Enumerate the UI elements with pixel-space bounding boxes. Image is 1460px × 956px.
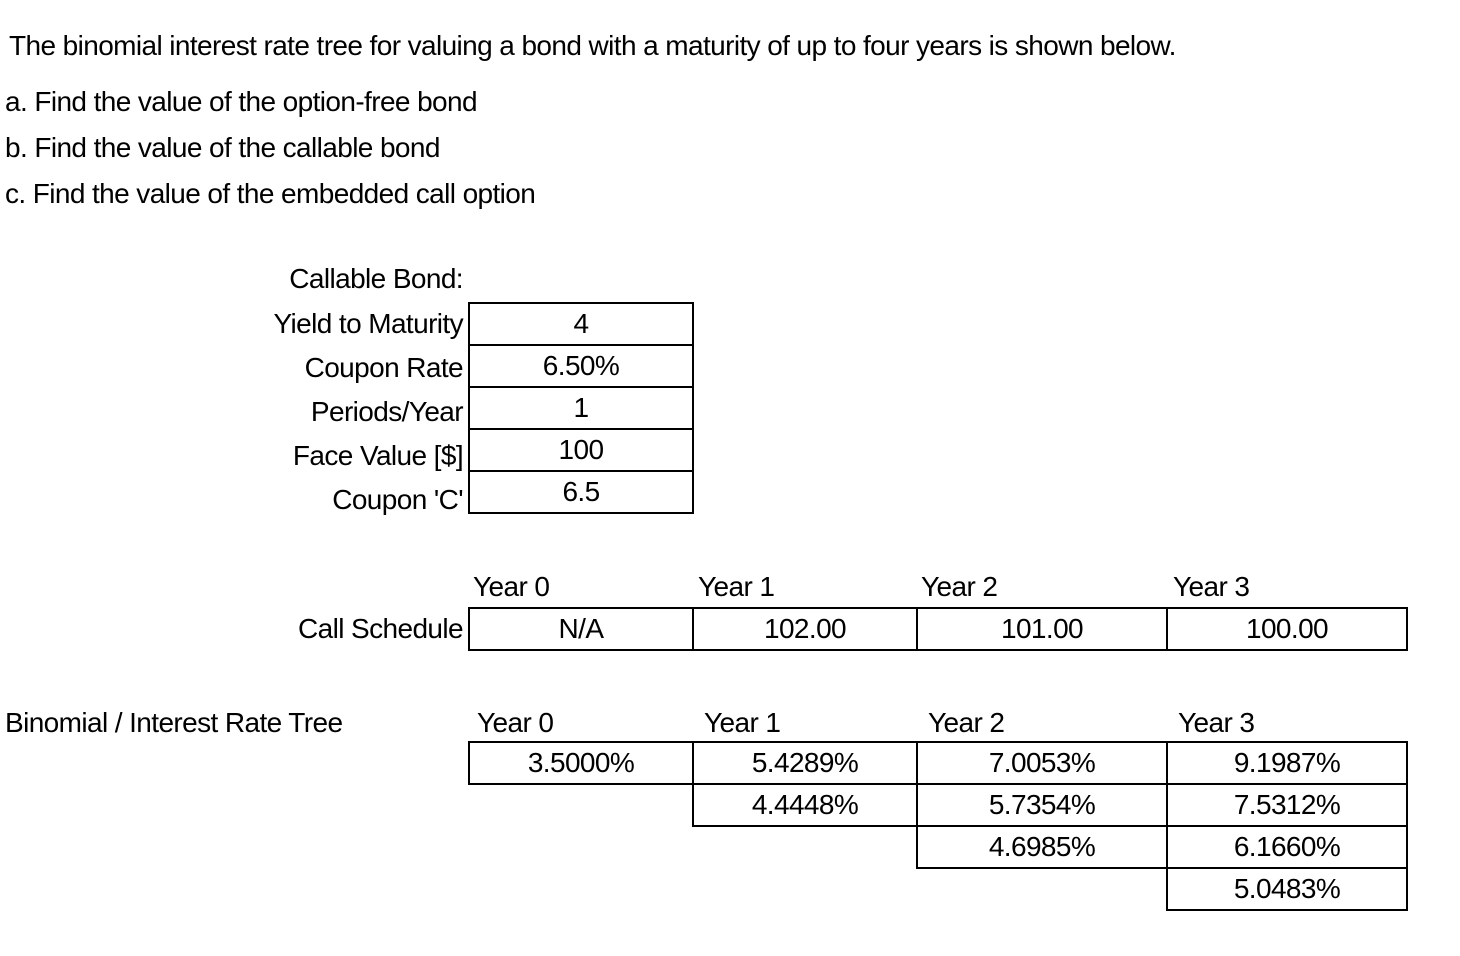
call-schedule-year-header-2: Year 2 bbox=[921, 571, 998, 602]
question-c: c. Find the value of the embedded call o… bbox=[5, 178, 536, 209]
param-label-column: Yield to Maturity Coupon Rate Periods/Ye… bbox=[0, 302, 463, 522]
rate-tree-cell-r1-c3[interactable]: 7.5312% bbox=[1166, 783, 1408, 827]
rate-tree-cell-r1-c1[interactable]: 4.4448% bbox=[692, 783, 918, 827]
param-label-face-value: Face Value [$] bbox=[292, 440, 464, 471]
rate-tree-cell-r0-c0[interactable]: 3.5000% bbox=[468, 741, 694, 785]
call-schedule-cell-year-1[interactable]: 102.00 bbox=[692, 607, 918, 651]
param-label-coupon-rate: Coupon Rate bbox=[304, 352, 464, 383]
rate-tree-year-header-1: Year 1 bbox=[704, 707, 781, 738]
rate-tree-cell-r2-c1-blank bbox=[693, 826, 917, 868]
rate-tree-year-header-2: Year 2 bbox=[928, 707, 1005, 738]
rate-tree-cell-r0-c2[interactable]: 7.0053% bbox=[916, 741, 1168, 785]
question-a: a. Find the value of the option-free bon… bbox=[5, 86, 478, 117]
rate-tree-table: 3.5000% 5.4289% 7.0053% 9.1987% 4.4448% … bbox=[468, 741, 1408, 911]
callable-bond-heading: Callable Bond: bbox=[289, 263, 463, 294]
call-schedule-year-header-0: Year 0 bbox=[473, 571, 550, 602]
param-value-yield-to-maturity[interactable]: 4 bbox=[468, 302, 694, 346]
param-label-periods-per-year: Periods/Year bbox=[310, 396, 464, 427]
rate-tree-cell-r3-c1-blank bbox=[693, 868, 917, 910]
call-schedule-table: N/A 102.00 101.00 100.00 bbox=[468, 607, 1408, 651]
rate-tree-year-header-0: Year 0 bbox=[477, 707, 554, 738]
rate-tree-cell-r2-c2[interactable]: 4.6985% bbox=[916, 825, 1168, 869]
param-value-periods-per-year[interactable]: 1 bbox=[468, 386, 694, 430]
rate-tree-cell-r1-c0-blank bbox=[469, 784, 693, 826]
param-label-coupon-c: Coupon 'C' bbox=[332, 484, 463, 515]
call-schedule-label: Call Schedule bbox=[298, 613, 464, 644]
rate-tree-cell-r3-c2-blank bbox=[917, 868, 1167, 910]
param-value-table: 4 6.50% 1 100 6.5 bbox=[468, 302, 694, 514]
call-schedule-year-header-1: Year 1 bbox=[698, 571, 775, 602]
rate-tree-cell-r2-c0-blank bbox=[469, 826, 693, 868]
param-value-coupon-c[interactable]: 6.5 bbox=[468, 470, 694, 514]
rate-tree-cell-r3-c3[interactable]: 5.0483% bbox=[1166, 867, 1408, 911]
param-label-yield-to-maturity: Yield to Maturity bbox=[273, 308, 463, 339]
rate-tree-cell-r2-c3[interactable]: 6.1660% bbox=[1166, 825, 1408, 869]
rate-tree-cell-r3-c0-blank bbox=[469, 868, 693, 910]
param-value-coupon-rate[interactable]: 6.50% bbox=[468, 344, 694, 388]
param-value-face-value[interactable]: 100 bbox=[468, 428, 694, 472]
rate-tree-year-header-3: Year 3 bbox=[1178, 707, 1255, 738]
call-schedule-cell-year-0[interactable]: N/A bbox=[468, 607, 694, 651]
rate-tree-cell-r0-c3[interactable]: 9.1987% bbox=[1166, 741, 1408, 785]
rate-tree-cell-r1-c2[interactable]: 5.7354% bbox=[916, 783, 1168, 827]
rate-tree-label: Binomial / Interest Rate Tree bbox=[5, 707, 343, 738]
call-schedule-cell-year-3[interactable]: 100.00 bbox=[1166, 607, 1408, 651]
rate-tree-cell-r0-c1[interactable]: 5.4289% bbox=[692, 741, 918, 785]
call-schedule-year-header-3: Year 3 bbox=[1173, 571, 1250, 602]
call-schedule-cell-year-2[interactable]: 101.00 bbox=[916, 607, 1168, 651]
question-b: b. Find the value of the callable bond bbox=[5, 132, 440, 163]
problem-title: The binomial interest rate tree for valu… bbox=[9, 30, 1176, 61]
